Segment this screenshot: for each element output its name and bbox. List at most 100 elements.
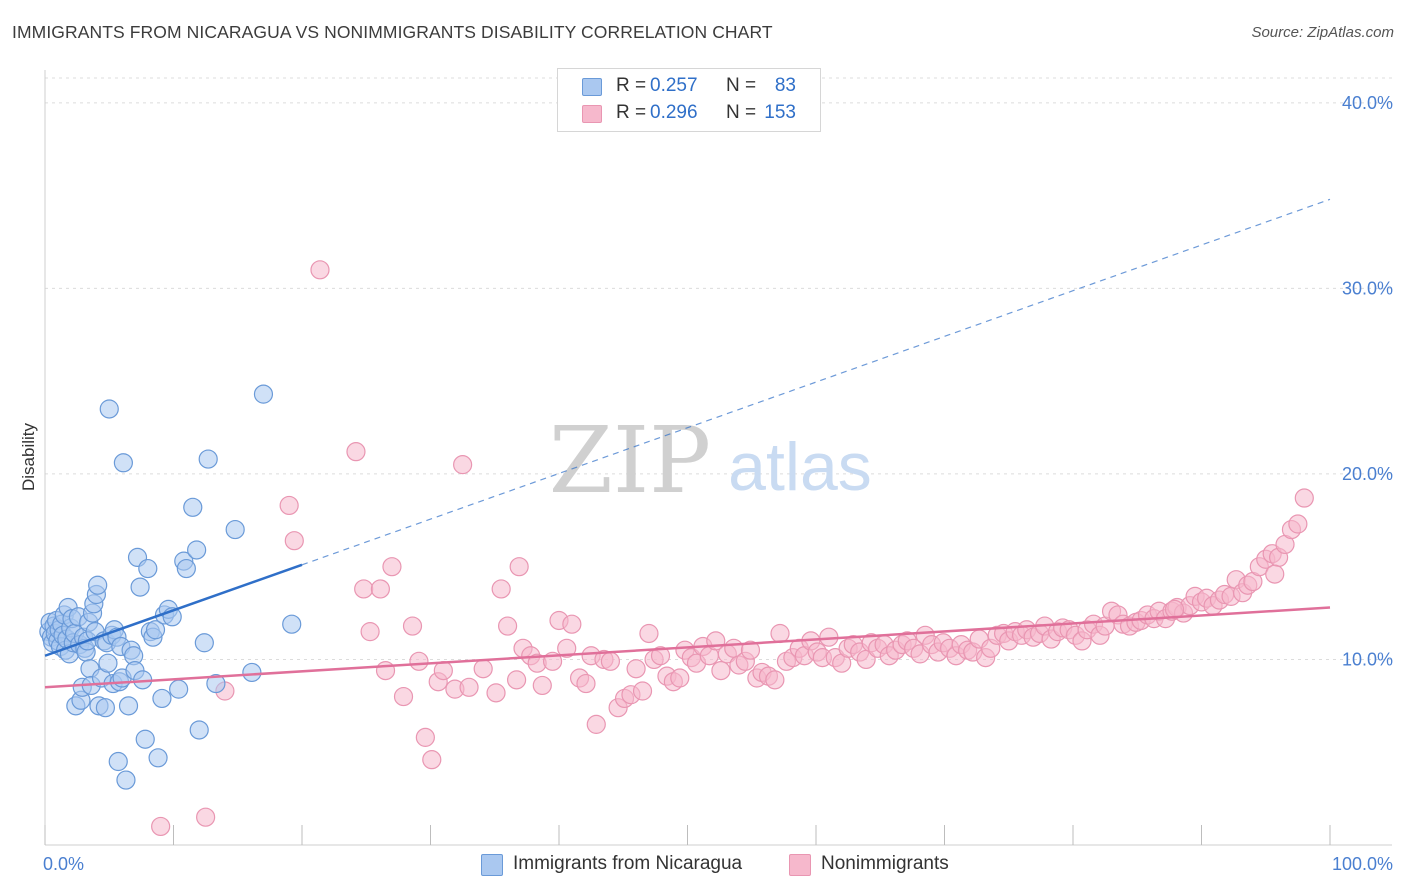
nicaragua-trend-extension (301, 198, 1331, 566)
nicaragua-point (138, 558, 158, 579)
nicaragua-trend-line (44, 563, 303, 657)
n-value: 153 (764, 102, 796, 123)
nicaragua-point (116, 770, 136, 790)
nonimmigrant-point (375, 660, 396, 681)
y-axis-label: Disability (19, 422, 38, 491)
n-label: N = (726, 75, 757, 96)
nonimmigrant-point (279, 495, 299, 516)
y-tick-label: 40.0% (1342, 93, 1393, 113)
nonimmigrant-point (765, 670, 785, 690)
y-tick-label: 30.0% (1342, 278, 1393, 298)
gridlines (45, 77, 1392, 660)
nicaragua-point (187, 540, 207, 560)
nonimmigrant-point (576, 673, 596, 694)
r-label: R = (616, 75, 647, 96)
y-tick-label: 20.0% (1342, 464, 1393, 484)
r-value: 0.296 (650, 102, 698, 123)
nonimmigrant-point (509, 557, 529, 577)
chart-title: IMMIGRANTS FROM NICARAGUA VS NONIMMIGRAN… (12, 22, 773, 42)
nonimmigrant-point (506, 670, 527, 690)
legend-label: Nonimmigrants (821, 853, 949, 874)
nonimmigrant-point (532, 675, 552, 696)
x-tick-label: 0.0% (43, 854, 84, 874)
nonimmigrant-point (402, 616, 423, 636)
nicaragua-point (99, 399, 119, 419)
nonimmigrant-point (346, 442, 366, 462)
nicaragua-point (242, 662, 262, 683)
nicaragua-point (206, 673, 226, 694)
nonimmigrant-point (433, 660, 453, 681)
legend-row-nonimmigrants: R = 0.296 N = 153 (558, 100, 820, 126)
axes (44, 70, 1392, 846)
nonimmigrant-point (409, 651, 429, 671)
nonimmigrant-point (770, 623, 790, 644)
nonimmigrant-point (354, 579, 374, 599)
y-tick-label: 10.0% (1342, 649, 1393, 669)
nonimmigrant-point (459, 677, 479, 697)
nonimmigrant-point (422, 750, 442, 770)
nicaragua-point (88, 575, 108, 595)
nonimmigrant-point (1265, 564, 1285, 584)
nicaragua-point (183, 497, 203, 517)
nonimmigrant-point (1288, 514, 1308, 534)
legend-swatch-pink (789, 854, 811, 876)
legend-swatch-blue (481, 854, 503, 876)
nicaragua-point (194, 633, 214, 653)
nonimmigrant-point (453, 455, 473, 475)
legend-label: Immigrants from Nicaragua (513, 853, 743, 874)
nicaragua-points (39, 384, 302, 790)
nonimmigrant-point (711, 660, 731, 681)
series-legend: Immigrants from Nicaragua Nonimmigrants (0, 852, 1406, 878)
nicaragua-point (152, 688, 172, 709)
trend-lines (44, 198, 1331, 689)
nonimmigrant-point (370, 579, 390, 599)
nicaragua-point (98, 653, 118, 673)
nicaragua-point (282, 614, 302, 634)
nonimmigrant-point (650, 646, 671, 666)
nicaragua-point (130, 577, 150, 597)
nicaragua-point (189, 720, 209, 740)
nonimmigrant-point (498, 616, 518, 636)
nonimmigrant-point (562, 614, 582, 634)
nonimmigrant-point (473, 659, 493, 679)
nicaragua-point (148, 748, 168, 768)
nonimmigrant-point (310, 260, 330, 280)
legend-row-nicaragua: R = 0.257 N = 83 (558, 73, 820, 99)
nonimmigrant-point (586, 714, 606, 734)
nonimmigrant-point (360, 622, 380, 642)
nonimmigrant-point (740, 640, 761, 660)
nicaragua-point (145, 620, 166, 640)
nicaragua-point (135, 729, 155, 749)
nonimmigrants-points (151, 260, 1314, 837)
r-label: R = (616, 102, 647, 123)
nicaragua-point (95, 698, 115, 718)
r-value: 0.257 (650, 75, 698, 96)
nonimmigrant-point (639, 623, 659, 644)
n-label: N = (726, 102, 757, 123)
x-tick-label: 100.0% (1332, 854, 1393, 874)
nonimmigrant-point (415, 727, 435, 747)
nonimmigrants-trend-line (44, 606, 1331, 689)
nicaragua-point (108, 751, 128, 772)
nicaragua-point (113, 453, 133, 473)
tick-labels: 10.0% 20.0% 30.0% 40.0% 0.0% 100.0% (43, 93, 1393, 874)
nonimmigrant-point (491, 579, 511, 599)
nonimmigrant-point (626, 659, 646, 679)
nonimmigrant-point (632, 681, 653, 701)
nonimmigrant-point (600, 651, 621, 671)
nonimmigrant-point (151, 816, 171, 837)
n-value: 83 (774, 75, 796, 96)
source-label: Source: ZipAtlas.com (1251, 24, 1394, 41)
legend-swatch-pink (582, 105, 602, 123)
nonimmigrant-point (284, 531, 304, 551)
nicaragua-point (176, 558, 196, 579)
nonimmigrant-point (557, 638, 577, 658)
nonimmigrant-point (393, 686, 414, 707)
nonimmigrant-point (670, 668, 690, 688)
nonimmigrant-point (382, 557, 402, 577)
nicaragua-point (198, 449, 218, 469)
nicaragua-point (253, 384, 274, 404)
nicaragua-point (169, 679, 189, 699)
watermark: ZIP atlas (549, 407, 872, 514)
